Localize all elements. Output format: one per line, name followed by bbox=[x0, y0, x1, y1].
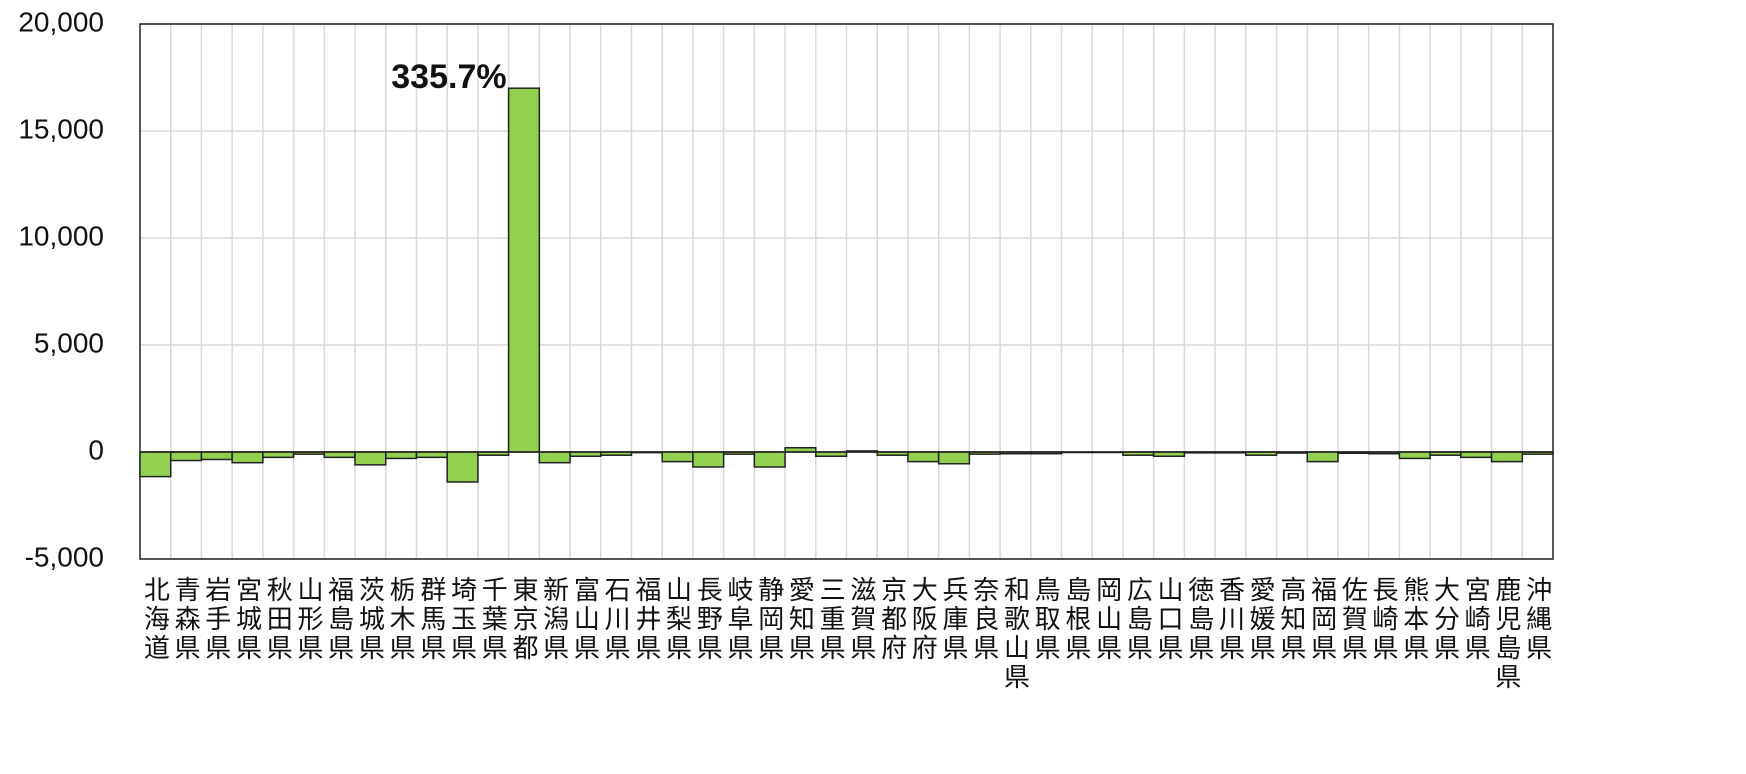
x-tick-label: 茨城県 bbox=[355, 576, 385, 663]
x-tick-label: 岩手県 bbox=[202, 576, 232, 663]
x-tick-label: 東京都 bbox=[509, 576, 539, 663]
x-tick-label: 京都府 bbox=[878, 576, 908, 663]
y-tick-label: 10,000 bbox=[18, 220, 104, 251]
x-tick-label: 北海道 bbox=[140, 576, 170, 663]
x-tick-label: 岐阜県 bbox=[724, 576, 754, 663]
bar bbox=[415, 451, 448, 459]
x-tick-label: 愛媛県 bbox=[1246, 576, 1276, 663]
bar bbox=[231, 451, 264, 464]
x-tick-label: 広島県 bbox=[1123, 576, 1153, 663]
bar bbox=[169, 451, 203, 462]
x-tick-label: 宮城県 bbox=[233, 576, 263, 663]
y-tick-label: 5,000 bbox=[34, 327, 104, 358]
x-tick-label: 新潟県 bbox=[540, 576, 570, 663]
bar bbox=[507, 87, 541, 453]
bar bbox=[1460, 451, 1493, 459]
x-tick-label: 大分県 bbox=[1430, 576, 1460, 663]
bar bbox=[139, 451, 172, 478]
x-tick-label: 秋田県 bbox=[263, 576, 293, 663]
x-tick-label: 青森県 bbox=[171, 576, 201, 663]
annotation: 335.7% bbox=[391, 58, 506, 96]
bar bbox=[323, 451, 356, 459]
x-tick-label: 福井県 bbox=[632, 576, 662, 663]
x-tick-label: 徳島県 bbox=[1185, 576, 1215, 663]
x-tick-label: 和歌山県 bbox=[1000, 576, 1030, 692]
plot-frame bbox=[139, 23, 1554, 560]
bar bbox=[1490, 451, 1524, 463]
x-tick-label: 奈良県 bbox=[970, 576, 1000, 663]
x-tick-label: 三重県 bbox=[816, 576, 846, 663]
y-tick-label: 0 bbox=[88, 434, 104, 465]
x-tick-label: 鳥取県 bbox=[1031, 576, 1061, 663]
x-tick-label: 鹿児島県 bbox=[1492, 576, 1522, 692]
bar bbox=[907, 451, 940, 463]
x-tick-label: 山形県 bbox=[294, 576, 324, 663]
x-tick-label: 石川県 bbox=[601, 576, 631, 663]
x-tick-label: 愛知県 bbox=[785, 576, 815, 663]
x-tick-label: 栃木県 bbox=[386, 576, 416, 663]
x-tick-label: 島根県 bbox=[1062, 576, 1092, 663]
grid bbox=[140, 23, 1553, 560]
bar bbox=[753, 451, 786, 468]
x-tick-label: 高知県 bbox=[1277, 576, 1307, 663]
x-tick-label: 群馬県 bbox=[417, 576, 447, 663]
bar bbox=[262, 451, 295, 459]
x-tick-label: 熊本県 bbox=[1400, 576, 1430, 663]
x-tick-label: 静岡県 bbox=[755, 576, 785, 663]
y-tick-label: 20,000 bbox=[18, 6, 104, 37]
y-tick-label: -5,000 bbox=[25, 541, 104, 572]
x-tick-label: 埼玉県 bbox=[448, 576, 478, 663]
x-tick-label: 山梨県 bbox=[663, 576, 693, 663]
x-tick-label: 佐賀県 bbox=[1338, 576, 1368, 663]
y-tick-label: 15,000 bbox=[18, 113, 104, 144]
x-tick-label: 富山県 bbox=[570, 576, 600, 663]
x-tick-label: 長野県 bbox=[693, 576, 723, 663]
bar bbox=[538, 451, 571, 464]
x-tick-label: 大阪府 bbox=[908, 576, 938, 663]
bar bbox=[1306, 451, 1339, 463]
x-tick-label: 香川県 bbox=[1215, 576, 1245, 663]
bar bbox=[692, 451, 725, 468]
bar bbox=[446, 451, 479, 483]
bar bbox=[661, 451, 694, 463]
x-tick-label: 岡山県 bbox=[1093, 576, 1123, 663]
x-tick-label: 千葉県 bbox=[478, 576, 508, 663]
x-tick-label: 沖縄県 bbox=[1523, 576, 1553, 663]
x-tick-label: 福岡県 bbox=[1308, 576, 1338, 663]
x-tick-label: 滋賀県 bbox=[847, 576, 877, 663]
bar bbox=[384, 451, 418, 460]
bar bbox=[200, 451, 233, 461]
x-tick-label: 兵庫県 bbox=[939, 576, 969, 663]
bar bbox=[354, 451, 387, 466]
bar bbox=[1398, 451, 1431, 460]
x-tick-label: 宮崎県 bbox=[1461, 576, 1491, 663]
bar bbox=[937, 451, 971, 465]
x-tick-label: 山口県 bbox=[1154, 576, 1184, 663]
x-tick-label: 福島県 bbox=[325, 576, 355, 663]
x-tick-label: 長崎県 bbox=[1369, 576, 1399, 663]
